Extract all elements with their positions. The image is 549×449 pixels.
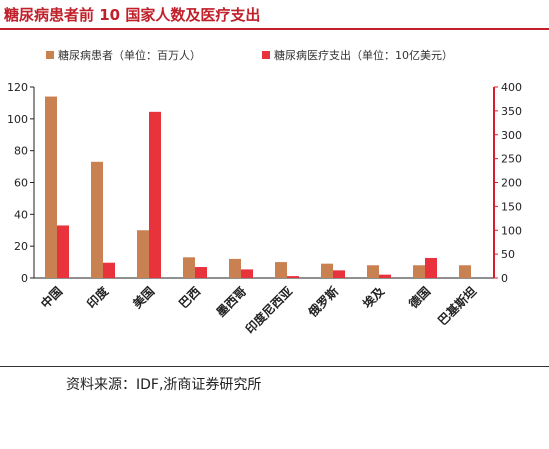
bar-expense-5 [287, 276, 299, 278]
left-axis: 0 20 40 60 80 100 120 [7, 81, 494, 285]
left-tick-label: 100 [7, 113, 28, 126]
right-axis: 0 50 100 150 200 250 300 350 400 [493, 81, 522, 285]
left-tick-label: 0 [21, 272, 28, 285]
left-tick-label: 120 [7, 81, 28, 94]
x-tick-label: 印度 [84, 283, 112, 311]
bar-expense-2 [149, 111, 161, 278]
right-tick-label: 250 [501, 153, 522, 166]
bar-expense-8 [425, 257, 437, 278]
bar-expense-4 [241, 269, 253, 278]
bar-patients-5 [275, 262, 287, 278]
bar-expense-3 [195, 267, 207, 278]
right-tick-label: 50 [501, 248, 515, 261]
x-tick-label: 墨西哥 [214, 284, 249, 319]
left-tick-label: 80 [14, 145, 28, 158]
bar-patients-4 [229, 258, 241, 278]
bars [45, 96, 471, 278]
left-tick-label: 40 [14, 208, 28, 221]
bar-expense-6 [333, 270, 345, 278]
left-tick-label: 20 [14, 240, 28, 253]
right-tick-label: 400 [501, 81, 522, 94]
legend: 糖尿病患者（单位：百万人） 糖尿病医疗支出（单位：10亿美元） [46, 48, 453, 62]
x-tick-label: 俄罗斯 [304, 284, 341, 321]
chart-title: 糖尿病患者前 10 国家人数及医疗支出 [4, 6, 261, 24]
bar-expense-7 [379, 274, 391, 278]
title-divider [0, 28, 549, 30]
x-tick-label: 印度尼西亚 [242, 284, 295, 337]
x-tick-label: 巴西 [176, 284, 203, 311]
x-tick-label: 德国 [406, 284, 434, 312]
right-tick-label: 200 [501, 177, 522, 190]
right-tick-label: 100 [501, 224, 522, 237]
bar-patients-6 [321, 263, 333, 278]
x-tick-label: 巴基斯坦 [435, 284, 480, 329]
bar-patients-9 [459, 265, 471, 278]
bar-chart: 糖尿病患者（单位：百万人） 糖尿病医疗支出（单位：10亿美元） 0 20 40 60 80… [7, 48, 522, 337]
legend-label: 糖尿病医疗支出（单位：10亿美元） [274, 48, 453, 62]
right-tick-label: 350 [501, 105, 522, 118]
bar-patients-3 [183, 257, 195, 278]
source-divider [0, 366, 549, 367]
bar-patients-2 [137, 230, 149, 278]
right-tick-label: 150 [501, 200, 522, 213]
bar-patients-8 [413, 265, 425, 278]
bar-expense-0 [57, 225, 69, 278]
legend-swatch [262, 51, 270, 59]
bar-patients-1 [91, 161, 103, 278]
legend-label: 糖尿病患者（单位：百万人） [58, 48, 201, 62]
x-tick-label: 埃及 [360, 283, 388, 311]
x-tick-label: 中国 [38, 284, 66, 312]
source-note: 资料来源：IDF,浙商证券研究所 [66, 377, 262, 393]
left-tick-label: 60 [14, 177, 28, 190]
bar-patients-7 [367, 265, 379, 278]
right-tick-label: 0 [501, 272, 508, 285]
x-tick-label: 美国 [130, 284, 158, 312]
bar-expense-1 [103, 262, 115, 278]
right-tick-label: 300 [501, 129, 522, 142]
legend-swatch [46, 51, 54, 59]
bar-patients-0 [45, 96, 57, 278]
